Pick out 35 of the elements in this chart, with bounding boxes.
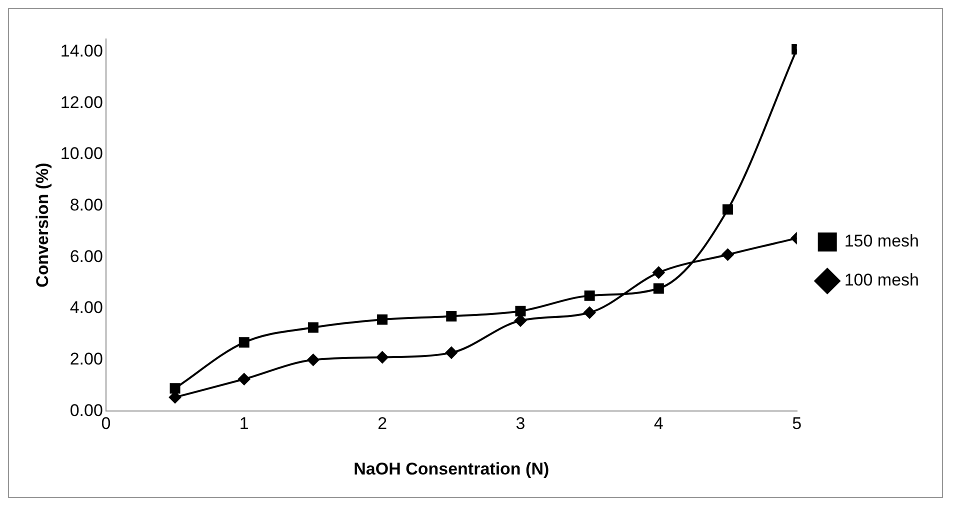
- point: [446, 310, 457, 322]
- y-tick-label: 12.00: [60, 92, 103, 112]
- x-tick-label: 5: [792, 414, 802, 434]
- y-tick-label: 8.00: [70, 196, 103, 215]
- legend-label: 150 mesh: [844, 232, 920, 251]
- point: [238, 337, 250, 348]
- x-tick-label: 0: [101, 414, 111, 434]
- point: [170, 383, 180, 394]
- x-tick-label: 4: [654, 414, 664, 434]
- y-tick-label: 2.00: [70, 350, 103, 369]
- y-tick-label: 0.00: [70, 400, 103, 420]
- x-tick-label: 2: [378, 414, 388, 434]
- point: [722, 248, 734, 261]
- point: [584, 306, 596, 319]
- point: [515, 306, 526, 316]
- point: [653, 283, 664, 294]
- point: [722, 204, 733, 215]
- y-tick-label: 14.00: [60, 42, 103, 61]
- point: [238, 373, 250, 386]
- x-axis-title: NaOH Consentration (N): [354, 459, 550, 478]
- point: [376, 351, 388, 364]
- point: [307, 354, 320, 366]
- legend-label: 100 mesh: [844, 270, 920, 290]
- y-tick-label: 6.00: [70, 246, 103, 266]
- point: [445, 346, 458, 359]
- y-axis-title: Conversion (%): [32, 162, 52, 288]
- point: [514, 314, 526, 327]
- x-tick-label: 3: [516, 414, 526, 434]
- point: [584, 290, 595, 301]
- point: [377, 314, 388, 325]
- y-tick-label: 4.00: [70, 298, 103, 318]
- y-tick-label: 10.00: [60, 144, 103, 164]
- point: [308, 322, 318, 333]
- x-tick-label: 1: [239, 414, 249, 434]
- point: [652, 266, 665, 279]
